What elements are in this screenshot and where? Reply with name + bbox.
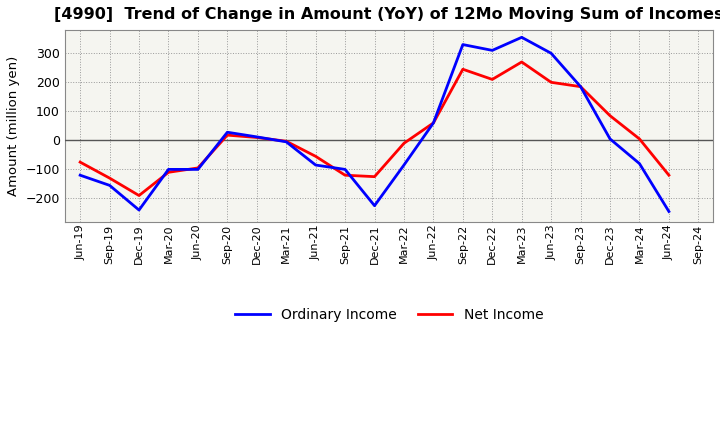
Net Income <box>518 59 526 65</box>
Ordinary Income <box>311 162 320 168</box>
Ordinary Income <box>518 35 526 40</box>
Net Income <box>635 136 644 142</box>
Net Income <box>546 80 555 85</box>
Net Income <box>311 154 320 159</box>
Net Income <box>135 193 143 198</box>
Legend: Ordinary Income, Net Income: Ordinary Income, Net Income <box>230 302 549 327</box>
Net Income <box>76 159 84 165</box>
Net Income <box>253 135 261 140</box>
Ordinary Income <box>459 42 467 47</box>
Y-axis label: Amount (million yen): Amount (million yen) <box>7 56 20 196</box>
Net Income <box>164 170 173 175</box>
Net Income <box>223 132 232 138</box>
Ordinary Income <box>253 134 261 139</box>
Net Income <box>105 176 114 181</box>
Ordinary Income <box>576 84 585 89</box>
Ordinary Income <box>546 51 555 56</box>
Ordinary Income <box>370 203 379 208</box>
Ordinary Income <box>341 167 349 172</box>
Net Income <box>429 120 438 125</box>
Net Income <box>194 165 202 171</box>
Ordinary Income <box>606 136 614 142</box>
Net Income <box>488 77 497 82</box>
Net Income <box>400 141 408 146</box>
Ordinary Income <box>635 161 644 166</box>
Ordinary Income <box>135 207 143 213</box>
Ordinary Income <box>665 209 673 214</box>
Ordinary Income <box>164 167 173 172</box>
Line: Net Income: Net Income <box>80 62 669 195</box>
Ordinary Income <box>400 162 408 168</box>
Net Income <box>459 66 467 72</box>
Net Income <box>370 174 379 179</box>
Ordinary Income <box>105 183 114 188</box>
Net Income <box>606 113 614 118</box>
Ordinary Income <box>194 167 202 172</box>
Ordinary Income <box>429 120 438 125</box>
Net Income <box>665 172 673 178</box>
Ordinary Income <box>488 48 497 53</box>
Ordinary Income <box>223 130 232 135</box>
Net Income <box>341 172 349 178</box>
Net Income <box>576 84 585 89</box>
Ordinary Income <box>282 139 291 144</box>
Net Income <box>282 139 291 144</box>
Line: Ordinary Income: Ordinary Income <box>80 37 669 212</box>
Ordinary Income <box>76 172 84 178</box>
Title: [4990]  Trend of Change in Amount (YoY) of 12Mo Moving Sum of Incomes: [4990] Trend of Change in Amount (YoY) o… <box>55 7 720 22</box>
